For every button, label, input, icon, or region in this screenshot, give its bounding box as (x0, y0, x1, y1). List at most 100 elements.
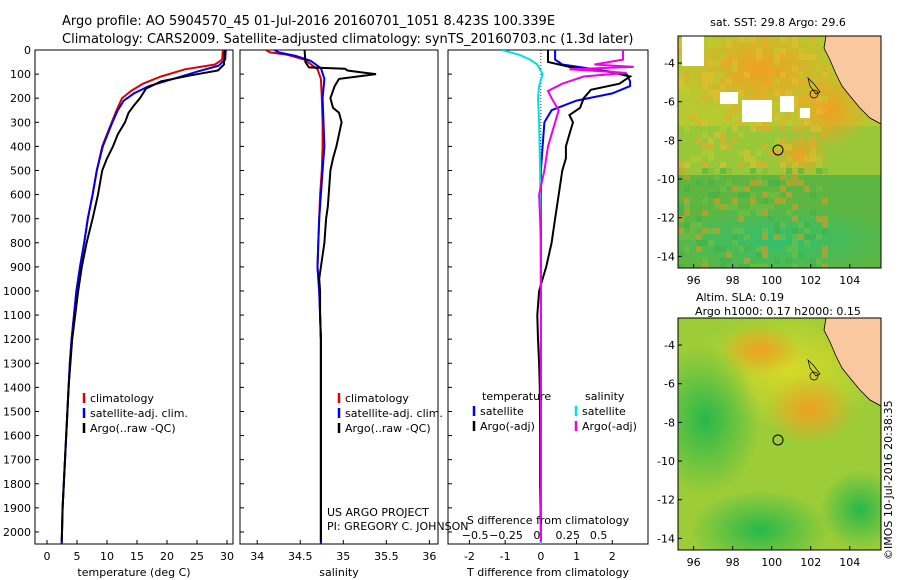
sst-pixel (798, 126, 804, 132)
sst-pixel (726, 252, 732, 258)
lon-tick-label: 102 (800, 556, 821, 569)
sst-pixel (816, 108, 822, 114)
sst-pixel (702, 240, 708, 246)
sst-pixel (714, 228, 720, 234)
sst-pixel (780, 90, 786, 96)
sst-pixel (762, 96, 768, 102)
sst-pixel (744, 48, 750, 54)
sst-pixel (768, 78, 774, 84)
sst-pixel (762, 54, 768, 60)
sst-pixel (732, 186, 738, 192)
sst-pixel (786, 192, 792, 198)
y-tick-label: 1400 (3, 381, 31, 394)
sst-pixel (696, 180, 702, 186)
sst-pixel (684, 210, 690, 216)
sst-pixel (684, 186, 690, 192)
sst-pixel (816, 162, 822, 168)
sst-pixel (792, 246, 798, 252)
sst-pixel (816, 168, 822, 174)
sst-pixel (786, 174, 792, 180)
sst-pixel (726, 180, 732, 186)
sst-pixel (738, 162, 744, 168)
sst-pixel (708, 42, 714, 48)
sst-pixel (738, 210, 744, 216)
lon-tick-label: 98 (726, 274, 740, 287)
sst-pixel (762, 252, 768, 258)
sst-pixel (702, 84, 708, 90)
series-line (303, 50, 377, 542)
sst-pixel (714, 78, 720, 84)
lat-tick-label: -6 (664, 378, 675, 391)
sst-pixel (750, 120, 756, 126)
sst-pixel (708, 72, 714, 78)
sst-pixel (780, 234, 786, 240)
sst-pixel (786, 156, 792, 162)
sst-pixel (762, 36, 768, 42)
sst-pixel (768, 180, 774, 186)
sst-pixel (756, 54, 762, 60)
x-tick-label: 10 (100, 550, 114, 563)
lon-tick-label: 104 (839, 556, 860, 569)
sst-pixel (744, 246, 750, 252)
sst-pixel (720, 84, 726, 90)
sst-pixel (810, 36, 816, 42)
sst-pixel (678, 42, 684, 48)
sla-high (765, 375, 855, 445)
sst-pixel (816, 102, 822, 108)
sla-low-west (678, 345, 760, 495)
sst-pixel (684, 90, 690, 96)
sla-map-axes: 96 98 100 102 104 -4 -6 -8 -10 -12 -14 (657, 339, 860, 569)
y-tick-label: 100 (10, 68, 31, 81)
sst-pixel (798, 96, 804, 102)
legend-entry: Argo(..raw -QC) (90, 422, 176, 435)
sst-pixel (798, 102, 804, 108)
sst-pixel (726, 42, 732, 48)
sst-pixel (708, 228, 714, 234)
x-tick-label: 2 (609, 550, 616, 563)
sst-pixel (774, 144, 780, 150)
sst-pixel (678, 78, 684, 84)
sst-pixel (822, 198, 828, 204)
sst-pixel (726, 54, 732, 60)
sst-pixel (702, 78, 708, 84)
sst-pixel (780, 36, 786, 42)
sst-pixel (762, 162, 768, 168)
sst-pixel (708, 90, 714, 96)
sst-pixel (774, 228, 780, 234)
sst-pixel (738, 228, 744, 234)
sst-pixel (762, 42, 768, 48)
sst-pixel (786, 120, 792, 126)
sst-pixel (804, 240, 810, 246)
x-tick-label: 35.5 (374, 550, 399, 563)
sst-pixel (720, 102, 726, 108)
x-tick-label: 35 (336, 550, 350, 563)
sst-pixel (756, 120, 762, 126)
sst-pixel (678, 264, 684, 268)
sst-pixel (810, 192, 816, 198)
lat-tick-label: -6 (664, 96, 675, 109)
series-line (273, 50, 326, 544)
sst-pixel (738, 120, 744, 126)
sst-pixel (804, 120, 810, 126)
sst-pixel (720, 186, 726, 192)
sst-pixel (792, 204, 798, 210)
sst-pixel (798, 156, 804, 162)
sst-pixel (678, 252, 684, 258)
sst-pixel (708, 240, 714, 246)
sst-pixel (810, 96, 816, 102)
x-tick-label: 30 (220, 550, 234, 563)
sst-pixel (720, 72, 726, 78)
sst-pixel (738, 264, 744, 268)
lon-tick-label: 102 (800, 274, 821, 287)
y-tick-label: 1800 (3, 478, 31, 491)
sst-pixel (726, 102, 732, 108)
salinity-x-axis: 34 34.5 35 35.5 36 (250, 540, 436, 563)
sst-pixel (690, 114, 696, 120)
y-tick-label: 1600 (3, 430, 31, 443)
sst-pixel (684, 72, 690, 78)
sst-pixel (810, 234, 816, 240)
sst-pixel (684, 174, 690, 180)
sst-pixel (702, 120, 708, 126)
sst-pixel (750, 42, 756, 48)
salinity-panel: 34 34.5 35 35.5 36 salinity climatology satel… (239, 49, 468, 579)
